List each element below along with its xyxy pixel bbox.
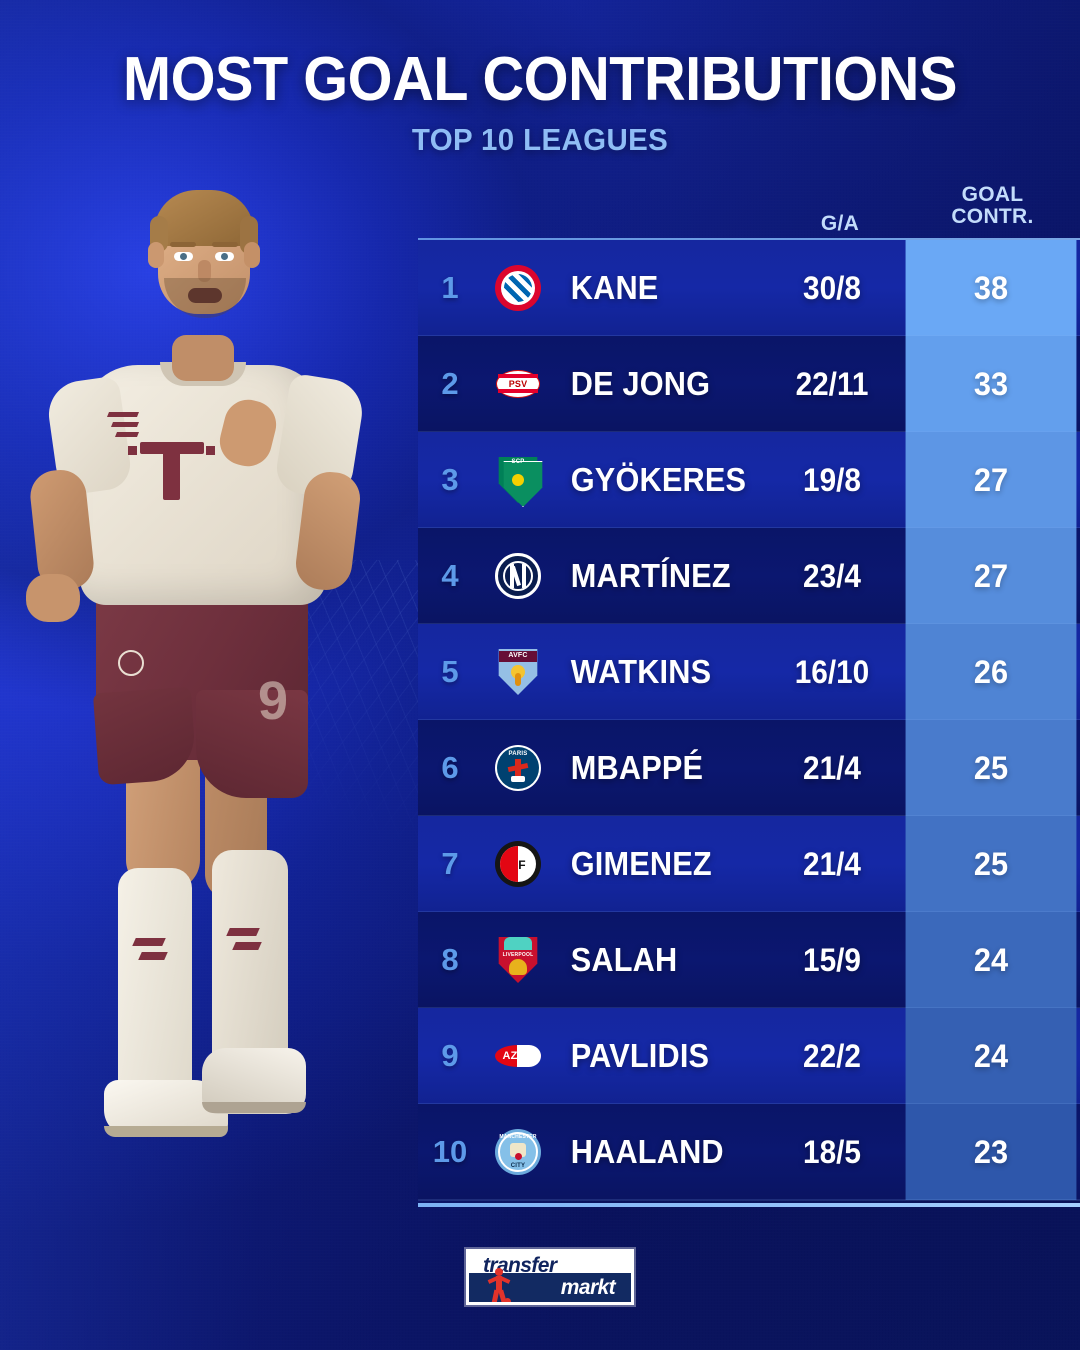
inter-milan-badge (495, 553, 541, 599)
psg-badge: PARIS (495, 745, 541, 791)
feyenoord-badge: F (495, 841, 541, 887)
row-goal-contributions: 25 (905, 816, 1077, 912)
row-player-name: SALAH (570, 941, 678, 978)
table-row[interactable]: 7 F GIMENEZ 21/4 25 (418, 816, 1080, 913)
table-top-divider (418, 238, 1080, 241)
column-header-goal-line1: GOAL (961, 183, 1024, 206)
column-header-goal-line2: CONTR. (951, 205, 1034, 229)
row-rank: 8 (441, 942, 459, 977)
az-alkmaar-badge: AZ (495, 1033, 541, 1079)
row-player-name: WATKINS (570, 653, 712, 690)
row-goals-assists: 18/5 (803, 1133, 861, 1170)
row-club-badge-cell: PSV (482, 361, 554, 407)
aston-villa-badge: AVFC (495, 649, 541, 695)
row-rank: 4 (441, 558, 459, 593)
table-column-headers: G/A GOAL CONTR. (418, 180, 1080, 238)
row-goals-assists: 22/11 (795, 365, 869, 402)
row-goal-contributions: 26 (905, 624, 1077, 720)
table-row[interactable]: 3 SCP GYÖKERES 19/8 27 (418, 432, 1080, 529)
page-title: MOST GOAL CONTRIBUTIONS (123, 45, 957, 114)
row-goal-contributions: 27 (905, 432, 1077, 528)
bayern-munich-badge (495, 265, 541, 311)
liverpool-badge: LIVERPOOL (495, 937, 541, 983)
row-club-badge-cell: MANCHESTER CITY (482, 1129, 554, 1175)
row-goal-contributions: 25 (905, 720, 1077, 816)
row-goal-contributions: 24 (905, 1008, 1077, 1104)
row-club-badge-cell (482, 265, 554, 311)
table-row[interactable]: 1 KANE 30/8 38 (418, 240, 1080, 337)
row-player-name: MARTÍNEZ (570, 557, 731, 594)
table-row[interactable]: 10 MANCHESTER CITY HAALAND 18/5 23 (418, 1104, 1080, 1201)
row-goals-assists: 15/9 (803, 941, 861, 978)
row-rank: 2 (441, 366, 459, 401)
row-player-name: PAVLIDIS (570, 1037, 710, 1074)
row-club-badge-cell: AZ (482, 1033, 554, 1079)
row-goal-contributions: 33 (905, 336, 1077, 432)
row-goal-contributions: 27 (905, 528, 1077, 624)
row-goal-contributions: 24 (905, 912, 1077, 1008)
row-goal-contributions: 23 (905, 1104, 1077, 1200)
row-player-name: KANE (570, 269, 659, 306)
row-rank: 5 (441, 654, 459, 689)
row-goals-assists: 22/2 (803, 1037, 861, 1074)
page-subtitle: TOP 10 LEAGUES (411, 122, 669, 157)
footballer-figure-icon (486, 1268, 512, 1302)
row-goal-contributions: 38 (905, 240, 1077, 336)
row-rank: 6 (441, 750, 459, 785)
rankings-table: 1 KANE 30/8 38 2 PSV DE JONG 22/11 33 3 SCP GYÖ… (418, 240, 1080, 1201)
transfermarkt-logo[interactable]: transfer markt (466, 1249, 634, 1305)
table-row[interactable]: 4 MARTÍNEZ 23/4 27 (418, 528, 1080, 625)
row-goals-assists: 16/10 (794, 653, 870, 690)
row-goals-assists: 30/8 (803, 269, 861, 306)
row-player-name: DE JONG (570, 365, 711, 402)
row-club-badge-cell (482, 553, 554, 599)
row-goals-assists: 21/4 (803, 749, 861, 786)
row-player-name: GIMENEZ (570, 845, 712, 882)
psv-badge: PSV (495, 361, 541, 407)
row-rank: 1 (441, 270, 459, 305)
player-photo-harry-kane: 9 (0, 150, 430, 1350)
row-rank: 9 (441, 1038, 459, 1073)
row-goals-assists: 23/4 (803, 557, 861, 594)
table-row[interactable]: 2 PSV DE JONG 22/11 33 (418, 336, 1080, 433)
row-player-name: GYÖKERES (570, 461, 747, 498)
row-player-name: HAALAND (570, 1133, 724, 1170)
row-player-name: MBAPPÉ (570, 749, 704, 786)
row-goals-assists: 21/4 (803, 845, 861, 882)
row-club-badge-cell: AVFC (482, 649, 554, 695)
table-row[interactable]: 6 PARIS MBAPPÉ 21/4 25 (418, 720, 1080, 817)
row-club-badge-cell: PARIS (482, 745, 554, 791)
row-rank: 7 (441, 846, 459, 881)
sporting-cp-badge: SCP (495, 457, 543, 507)
table-bottom-divider (418, 1203, 1080, 1207)
row-goals-assists: 19/8 (803, 461, 861, 498)
row-rank: 3 (441, 462, 459, 497)
manchester-city-badge: MANCHESTER CITY (495, 1129, 541, 1175)
column-header-ga: G/A (820, 212, 860, 235)
row-rank: 10 (432, 1134, 468, 1169)
row-club-badge-cell: LIVERPOOL (482, 937, 554, 983)
column-header-goal-contributions: GOAL CONTR. (905, 183, 1080, 229)
table-row[interactable]: 9 AZ PAVLIDIS 22/2 24 (418, 1008, 1080, 1105)
table-row[interactable]: 5 AVFC WATKINS 16/10 26 (418, 624, 1080, 721)
row-club-badge-cell: SCP (482, 457, 554, 507)
table-row[interactable]: 8 LIVERPOOL SALAH 15/9 24 (418, 912, 1080, 1009)
row-club-badge-cell: F (482, 841, 554, 887)
